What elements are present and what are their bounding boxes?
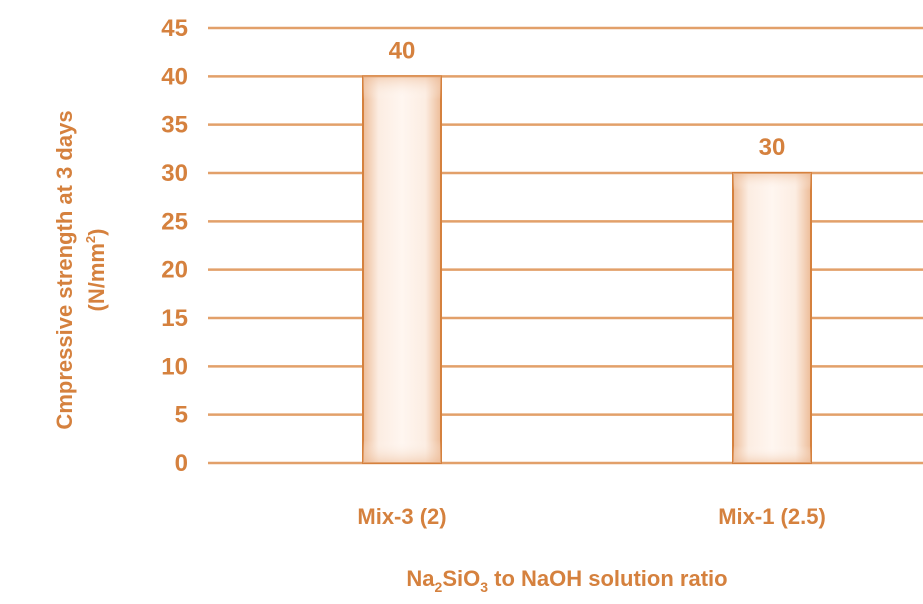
x-category-label: Mix-3 (2) xyxy=(357,504,446,529)
y-axis-title-line1: Cmpressive strength at 3 days xyxy=(52,110,77,429)
data-label: 40 xyxy=(389,37,416,64)
x-axis-title-sio: SiO xyxy=(442,566,480,591)
data-label: 30 xyxy=(759,134,786,161)
bar xyxy=(362,75,442,464)
y-axis-unit-sup: 2 xyxy=(83,236,98,243)
x-axis-title-sub2: 3 xyxy=(480,579,488,595)
y-tick-label: 5 xyxy=(175,402,188,429)
data-labels: 40 30 xyxy=(389,37,786,161)
y-tick-label: 30 xyxy=(161,160,188,187)
y-tick-label: 35 xyxy=(161,112,188,139)
bar-shade xyxy=(733,173,811,463)
bars xyxy=(362,75,812,464)
y-tick-label: 45 xyxy=(161,15,188,42)
bar-shade xyxy=(363,76,441,463)
bar xyxy=(732,172,812,464)
y-tick-label: 10 xyxy=(161,353,188,380)
y-axis-title: Cmpressive strength at 3 days (N/mm2) xyxy=(52,110,109,429)
x-axis-title: Na2SiO3 to NaOH solution ratio xyxy=(406,566,727,595)
y-axis-ticks: 0 5 10 15 20 25 30 35 40 45 xyxy=(161,15,188,477)
y-tick-label: 20 xyxy=(161,257,188,284)
x-axis-title-sub1: 2 xyxy=(435,579,443,595)
y-tick-label: 15 xyxy=(161,305,188,332)
y-axis-unit-prefix: (N/mm xyxy=(84,243,109,311)
y-axis-title-line2: (N/mm2) xyxy=(83,228,109,311)
y-tick-label: 25 xyxy=(161,208,188,235)
x-axis-categories: Mix-3 (2) Mix-1 (2.5) xyxy=(357,504,825,529)
y-tick-label: 0 xyxy=(175,450,188,477)
x-axis-title-rest: to NaOH solution ratio xyxy=(488,566,728,591)
y-axis-unit-suffix: ) xyxy=(84,228,109,235)
gridlines xyxy=(208,26,923,465)
x-category-label: Mix-1 (2.5) xyxy=(718,504,826,529)
x-axis-title-na: Na xyxy=(406,566,435,591)
y-tick-label: 40 xyxy=(161,63,188,90)
